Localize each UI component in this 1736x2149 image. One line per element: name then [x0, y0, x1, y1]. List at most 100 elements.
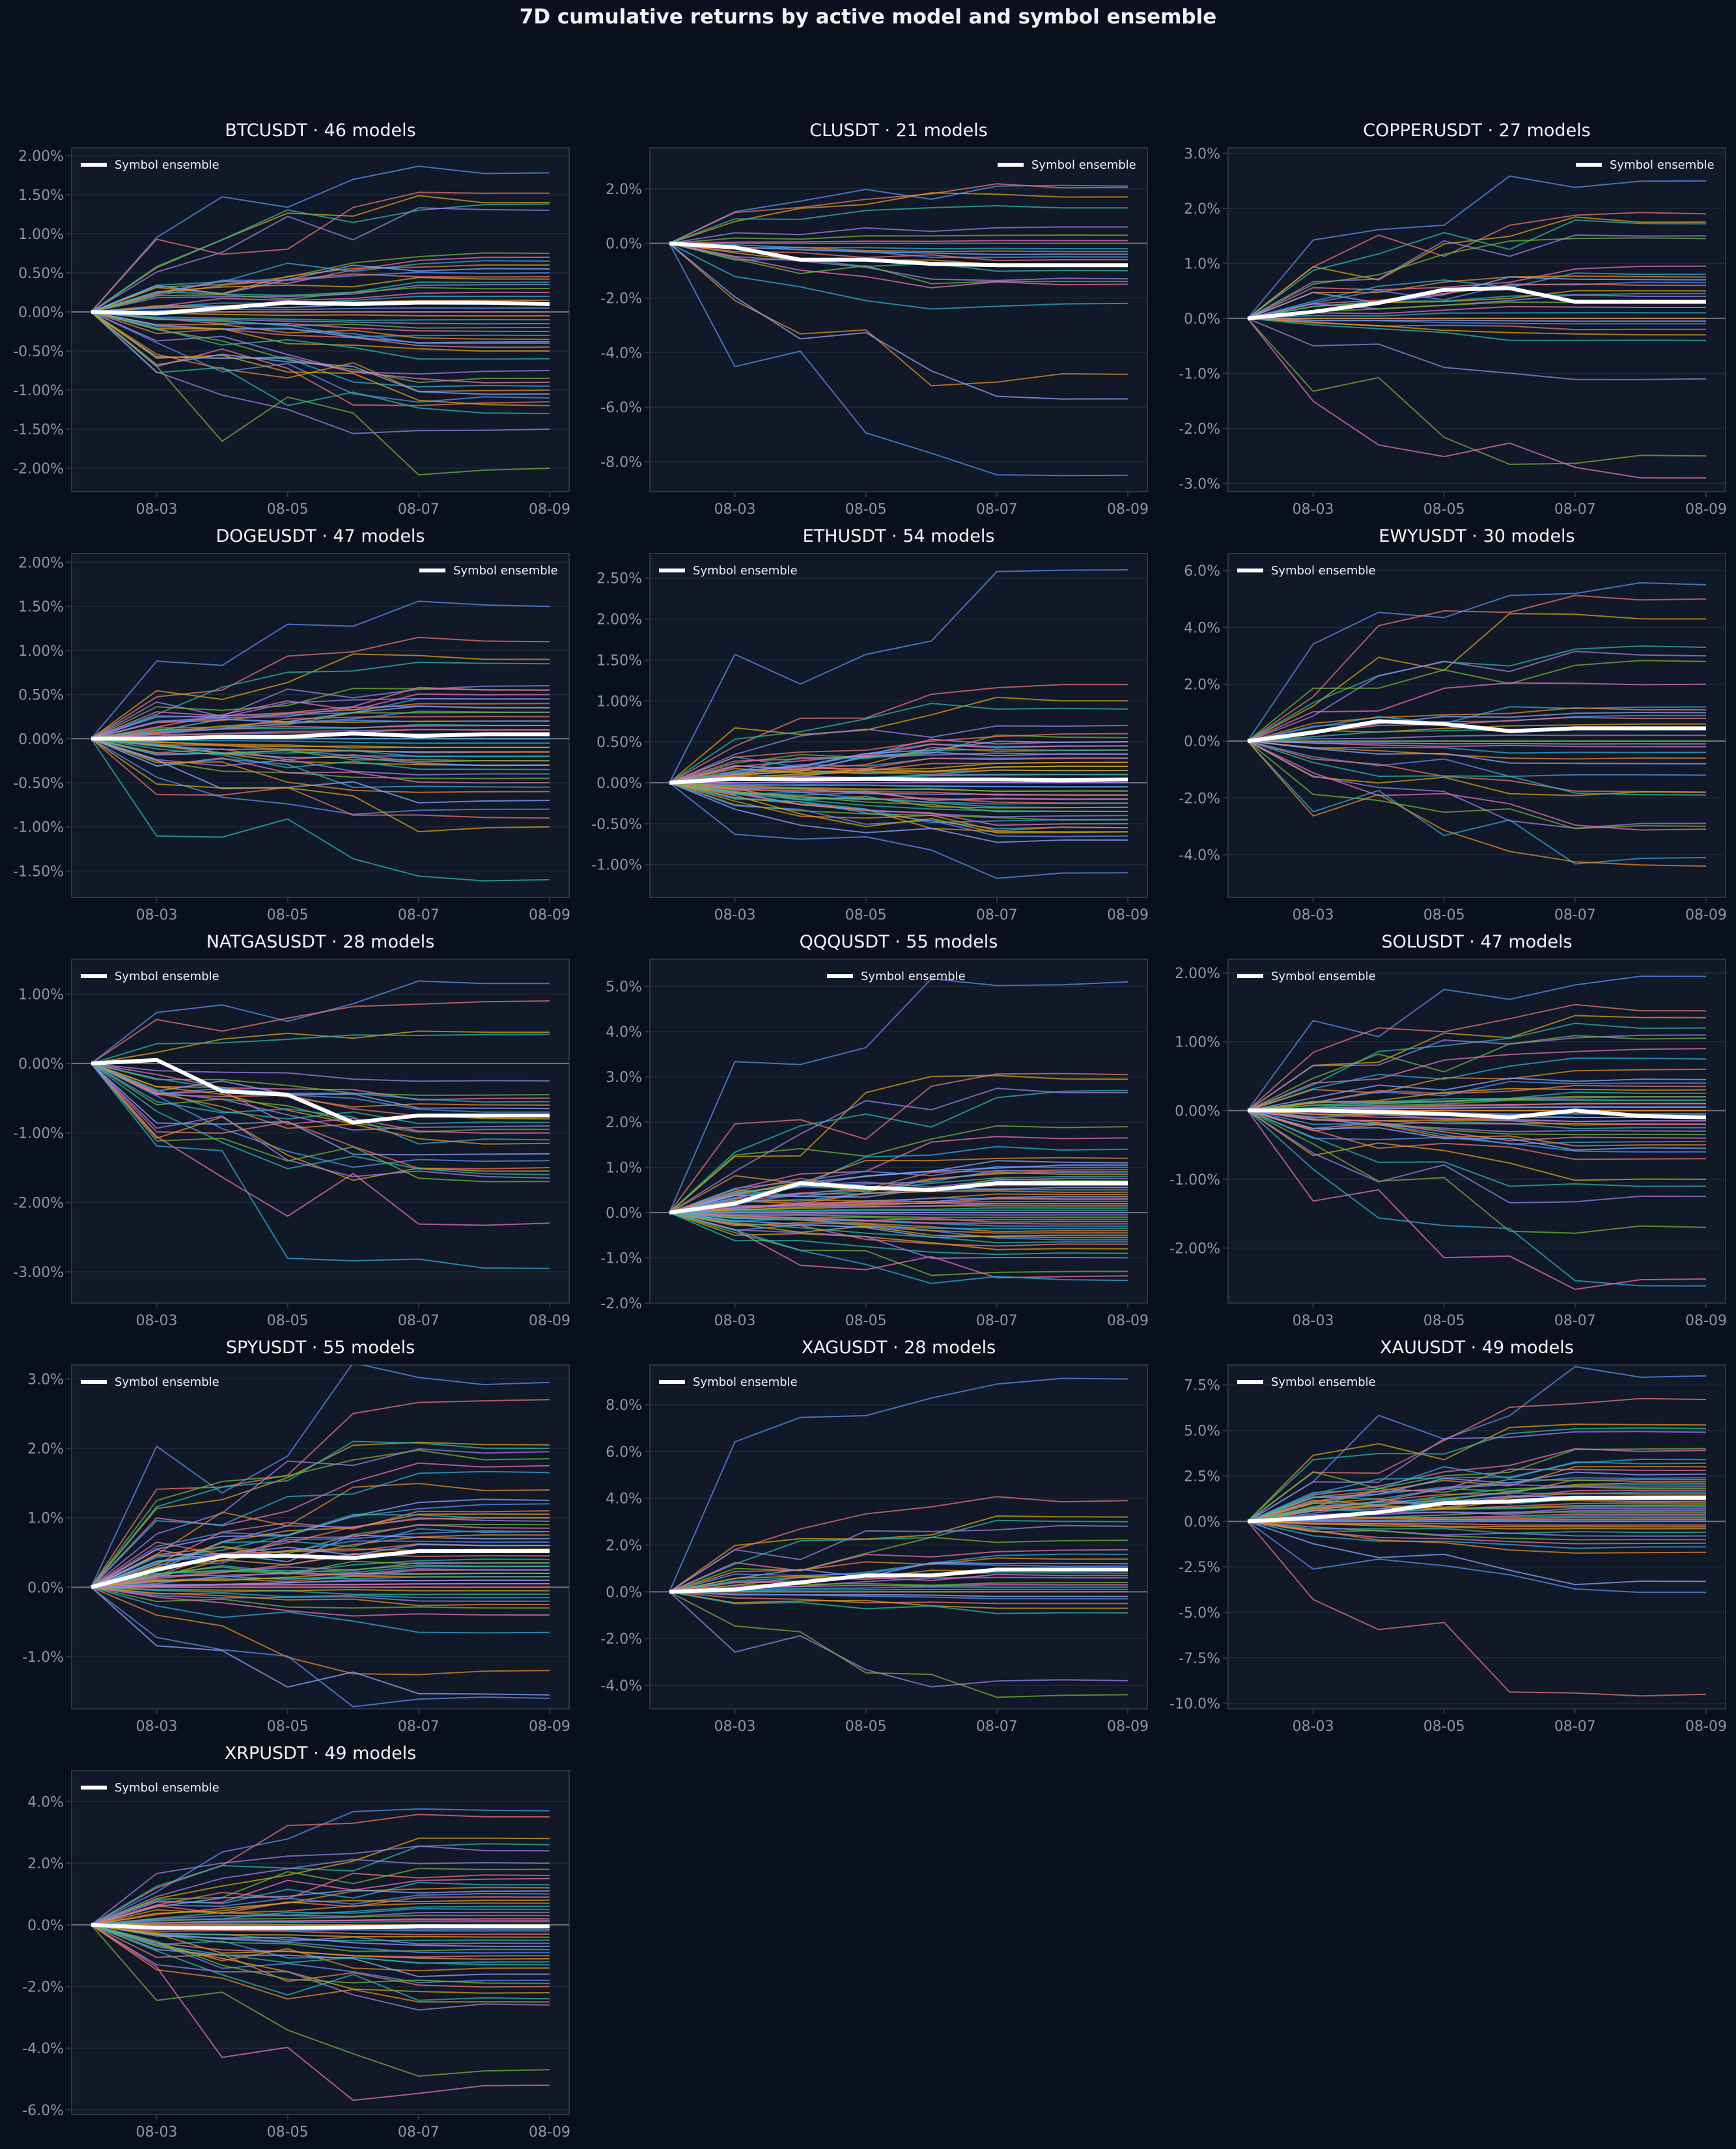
y-tick-label: 6.0% [606, 1444, 642, 1461]
y-tick-label: 1.50% [18, 599, 64, 615]
model-line [91, 1924, 550, 1984]
model-line [91, 1399, 550, 1588]
model-line [91, 1586, 550, 1595]
model-line [1247, 1521, 1707, 1697]
model-line [669, 184, 1128, 244]
line-chart-panel: 2.00% 1.50% 1.00% 0.50% 0.00% -0.50% -1.00% -1.… [13, 147, 570, 518]
ensemble-line [1248, 1108, 1707, 1119]
model-line [1247, 714, 1706, 742]
model-line [669, 1536, 1128, 1593]
line-chart-panel: 3.0% 2.0% 1.0% 0.0% -1.0% -2.0% -3.0% 08-03 08-0… [1179, 146, 1727, 518]
model-line [669, 1203, 1128, 1214]
model-line [91, 711, 550, 740]
model-line [1247, 317, 1707, 336]
model-line [91, 1440, 550, 1588]
y-tick-label: 1.00% [18, 643, 64, 660]
model-line [91, 1063, 550, 1269]
y-tick-label: 2.0% [27, 1441, 64, 1457]
model-line [1247, 1110, 1707, 1160]
model-line [91, 1449, 550, 1588]
x-tick-label: 08-03 [1293, 907, 1334, 923]
model-line [669, 1212, 1128, 1259]
model-line [1247, 682, 1707, 742]
model-line [669, 769, 1128, 783]
model-line [91, 697, 550, 740]
x-tick-label: 08-03 [714, 501, 756, 518]
x-tick-label: 08-09 [529, 1313, 570, 1329]
model-line [669, 1212, 1128, 1244]
model-line [91, 1924, 550, 1947]
x-tick-label: 08-09 [529, 2124, 570, 2141]
legend: Symbol ensemble [81, 1375, 219, 1389]
y-tick-label: -2.0% [600, 1296, 642, 1312]
legend: Symbol ensemble [1237, 564, 1376, 578]
model-line [1247, 317, 1706, 325]
y-tick-label: 0.0% [27, 1918, 64, 1934]
y-tick-label: 6.0% [1184, 563, 1220, 580]
y-tick-label: -2.5% [1179, 1560, 1220, 1576]
y-tick-label: 1.0% [27, 1511, 64, 1527]
model-line [1247, 1034, 1707, 1112]
x-tick-label: 08-07 [1554, 1313, 1596, 1329]
model-line [1247, 976, 1707, 1111]
model-line [1247, 1110, 1707, 1136]
model-line [91, 1899, 550, 1926]
model-line [1247, 740, 1707, 765]
model-line [669, 1209, 1128, 1214]
y-tick-label: -3.00% [13, 1265, 64, 1281]
model-line [91, 1902, 550, 1926]
ensemble-line [1247, 719, 1706, 743]
model-line [1247, 1398, 1707, 1523]
y-tick-label: -2.00% [13, 461, 64, 477]
model-line [91, 1924, 550, 2101]
model-line [1247, 317, 1707, 341]
model-line [91, 1510, 550, 1588]
model-line [91, 1586, 550, 1607]
model-line [1247, 1521, 1707, 1537]
model-line [91, 311, 550, 476]
model-line [91, 1924, 550, 2077]
model-line [91, 1924, 550, 1938]
model-line [91, 195, 550, 313]
model-line [669, 243, 1128, 477]
x-tick-label: 08-03 [714, 1313, 756, 1329]
y-tick-label: 0.0% [27, 1580, 64, 1596]
y-tick-label: 0.0% [606, 1584, 642, 1601]
panel-title: EWYUSDT · 30 models [1379, 526, 1575, 546]
model-line [91, 685, 550, 740]
model-line [1247, 1110, 1707, 1204]
model-line [669, 1125, 1128, 1213]
ensemble-line [91, 1922, 550, 1930]
model-line [669, 242, 1128, 262]
model-line [91, 307, 550, 313]
plot-area [649, 959, 1148, 1304]
model-line [1247, 1478, 1707, 1523]
model-line [1247, 219, 1707, 319]
x-tick-label: 08-03 [1293, 501, 1334, 518]
model-line [91, 1063, 550, 1134]
legend-label: Symbol ensemble [1271, 564, 1376, 578]
model-line [669, 242, 1128, 281]
x-tick-label: 08-05 [1423, 501, 1465, 518]
model-line [91, 1462, 550, 1588]
panel-title: NATGASUSDT · 28 models [206, 932, 435, 952]
model-line [1247, 645, 1707, 742]
y-tick-label: 4.0% [606, 1024, 642, 1041]
model-line [91, 738, 550, 762]
model-line [91, 738, 550, 882]
legend: Symbol ensemble [81, 970, 219, 983]
model-line [669, 696, 1128, 783]
model-line [669, 782, 1128, 793]
model-line [669, 1591, 1128, 1698]
model-line [1247, 1461, 1707, 1523]
model-line [91, 1513, 550, 1588]
model-line [669, 1172, 1128, 1214]
model-line [91, 738, 550, 753]
y-tick-label: 0.50% [596, 735, 642, 751]
model-line [91, 1887, 550, 1926]
panel-title: XAGUSDT · 28 models [801, 1338, 996, 1358]
y-tick-label: 8.0% [606, 1398, 642, 1414]
model-line [1247, 1521, 1707, 1528]
model-line [91, 1583, 550, 1588]
panel-title: XRPUSDT · 49 models [224, 1743, 417, 1763]
